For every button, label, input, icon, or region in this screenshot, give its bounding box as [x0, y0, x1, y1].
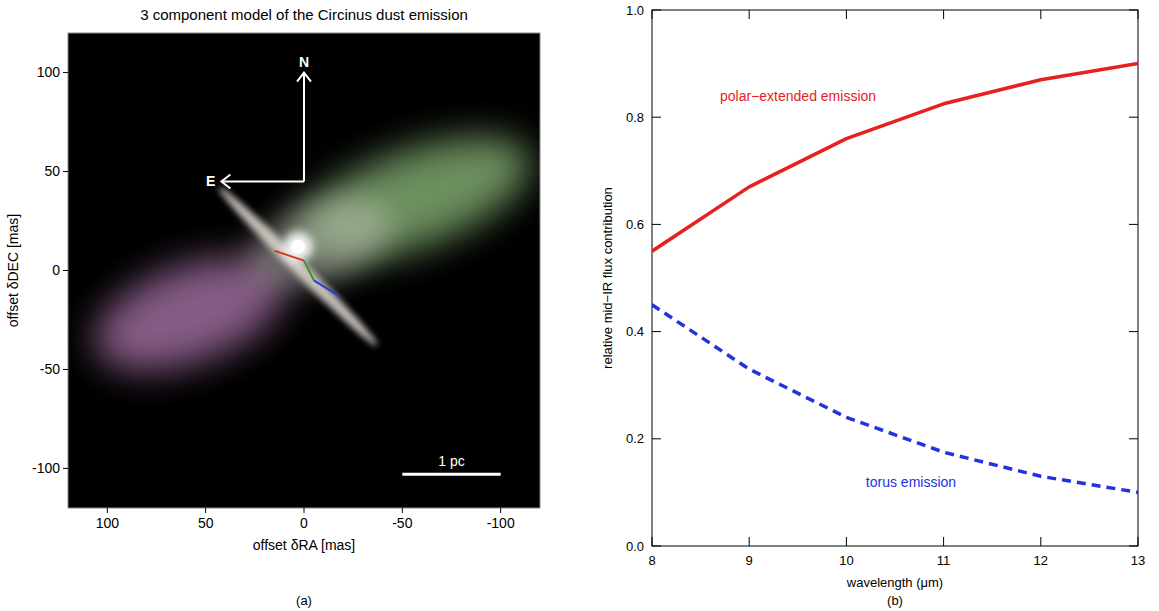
x-tick-top — [846, 10, 847, 19]
x-axis-title: offset δRA [mas] — [253, 537, 355, 553]
x-tick — [500, 508, 501, 513]
series-label: torus emission — [866, 474, 956, 490]
x-tick — [652, 537, 653, 546]
scale-bar — [402, 473, 500, 476]
model-image — [68, 33, 540, 508]
y-tick — [652, 438, 661, 439]
compass-east — [221, 180, 304, 182]
x-tick — [1138, 537, 1139, 546]
y-tick — [652, 117, 661, 118]
x-tick — [846, 537, 847, 546]
y-tick — [63, 270, 68, 271]
y-tick-right — [1129, 438, 1138, 439]
y-axis-title: relative mid−IR flux contribution — [600, 187, 615, 369]
x-tick-label: 8 — [648, 553, 655, 568]
x-tick-label: 10 — [839, 553, 853, 568]
x-tick-label: 12 — [1034, 553, 1048, 568]
x-tick-top — [1138, 10, 1139, 19]
y-tick-right — [1129, 10, 1138, 11]
y-tick-label: 50 — [44, 163, 60, 179]
baseline-segment — [314, 280, 340, 296]
x-tick-top — [652, 10, 653, 19]
y-tick-right — [1129, 546, 1138, 547]
y-tick-right — [1129, 331, 1138, 332]
x-tick-label: -100 — [487, 515, 515, 531]
scale-label: 1 pc — [438, 453, 464, 469]
core-glow — [283, 232, 313, 262]
x-tick-label: 0 — [300, 515, 308, 531]
x-tick-label: 100 — [96, 515, 120, 531]
y-tick — [652, 224, 661, 225]
compass-east-head — [221, 174, 230, 188]
y-tick — [652, 10, 661, 11]
x-tick-top — [1040, 10, 1041, 19]
x-tick — [107, 508, 108, 513]
compass-label: E — [206, 173, 215, 189]
y-tick-label: -100 — [32, 460, 60, 476]
y-tick-right — [1129, 117, 1138, 118]
y-tick-label: 0.2 — [626, 431, 644, 446]
y-tick — [63, 369, 68, 370]
panel-letter: (a) — [296, 593, 312, 608]
y-tick-label: 0 — [52, 262, 60, 278]
y-tick-label: 0.8 — [626, 110, 644, 125]
compass-north — [303, 73, 305, 182]
y-tick-label: 0.4 — [626, 324, 644, 339]
y-tick-label: 1.0 — [626, 3, 644, 18]
x-tick-top — [749, 10, 750, 19]
x-axis-title: wavelength (μm) — [846, 575, 943, 590]
y-tick-label: -50 — [40, 361, 60, 377]
panel-0: N E 1 pc (a) 100 50 0 -50 -100 -100 -50 0 50 100 offse… — [5, 6, 546, 608]
plot-frame — [652, 10, 1138, 546]
y-tick — [63, 468, 68, 469]
x-tick-label: 9 — [746, 553, 753, 568]
y-tick-label: 0.0 — [626, 539, 644, 554]
x-tick — [205, 508, 206, 513]
compass-label: N — [299, 54, 309, 70]
lines — [652, 64, 1138, 493]
x-tick — [402, 508, 403, 513]
dust-disk — [214, 182, 382, 350]
chart-title: 3 component model of the Circinus dust e… — [140, 6, 468, 23]
x-tick-label: 50 — [198, 515, 214, 531]
x-tick — [749, 537, 750, 546]
image-background — [68, 33, 540, 508]
x-tick — [304, 508, 305, 513]
x-tick — [1040, 537, 1041, 546]
y-tick — [63, 72, 68, 73]
x-tick-top — [943, 10, 944, 19]
baseline-segment — [304, 261, 314, 281]
x-tick — [943, 537, 944, 546]
x-tick-label: 13 — [1131, 553, 1145, 568]
x-tick-label: -50 — [392, 515, 412, 531]
y-tick-label: 100 — [37, 64, 61, 80]
y-tick — [652, 331, 661, 332]
x-tick-label: 11 — [937, 553, 951, 568]
baseline-segment — [275, 251, 305, 261]
y-tick-label: 0.6 — [626, 217, 644, 232]
panel-letter: (b) — [887, 593, 903, 608]
plot-frame — [68, 33, 540, 508]
y-tick-right — [1129, 224, 1138, 225]
figure: N E 1 pc (a) 100 50 0 -50 -100 -100 -50 0 50 100 offse… — [0, 0, 1159, 611]
series-label: polar−extended emission — [720, 88, 876, 104]
series-line — [652, 64, 1138, 252]
y-tick — [63, 171, 68, 172]
core — [291, 240, 305, 254]
series-line — [652, 305, 1138, 493]
compass-north-head — [297, 73, 311, 82]
y-axis-title: offset δDEC [mas] — [5, 214, 21, 327]
panel-1: 8 9 10 11 12 13 0.0 0.2 0.4 0.6 0.8 1.0 wavelength (… — [600, 3, 1145, 608]
y-tick — [652, 546, 661, 547]
